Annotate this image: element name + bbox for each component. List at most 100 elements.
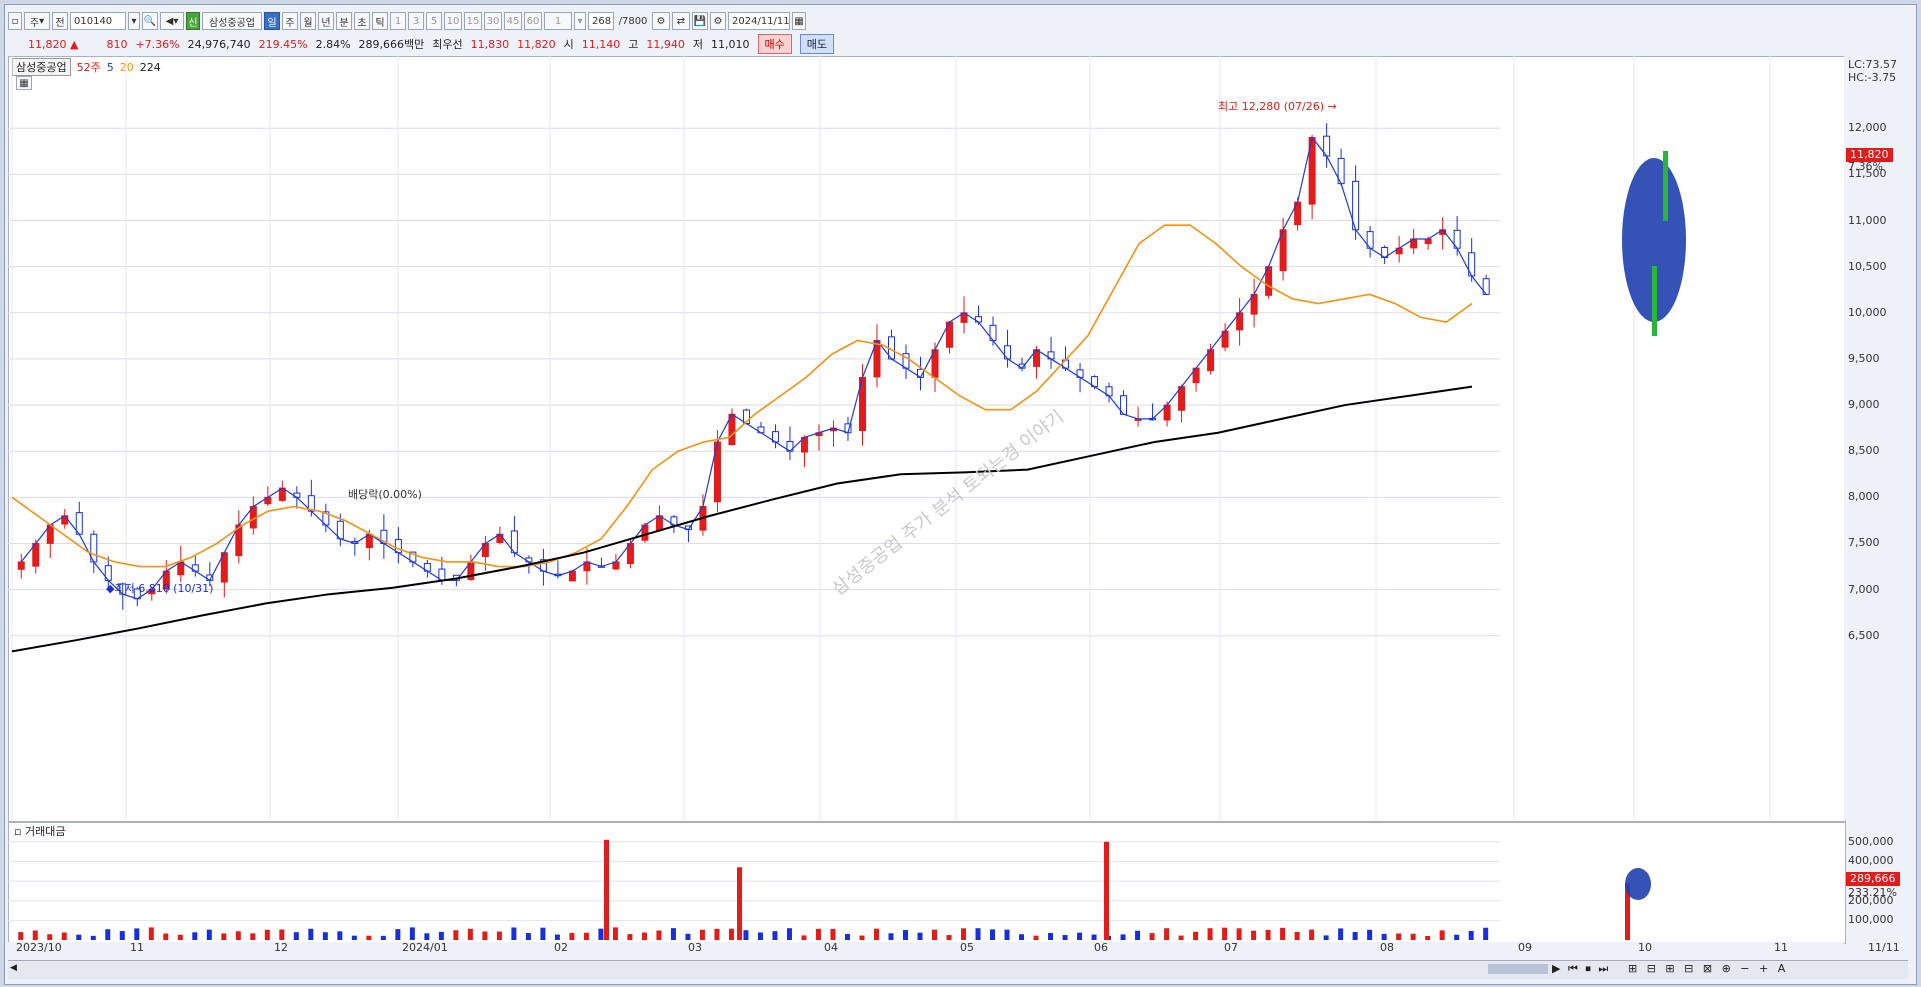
- volume-tick-label: 100,000: [1848, 913, 1894, 927]
- volume-bar: [801, 935, 807, 940]
- scroll-thumb[interactable]: [1488, 964, 1548, 974]
- tab-month[interactable]: 월: [300, 12, 316, 30]
- price-chart-panel[interactable]: [8, 56, 1846, 822]
- volume-bar: [946, 935, 952, 940]
- zoom-controls[interactable]: ⊞ ⊟ ⊞ ⊟ ⊠ ⊕ − + A: [1628, 962, 1789, 975]
- volume-bar: [206, 929, 212, 940]
- volume-bar: [1178, 935, 1184, 940]
- interval-15[interactable]: 15: [464, 12, 482, 30]
- legend-stock-name[interactable]: 삼성중공업: [12, 58, 71, 76]
- search-icon[interactable]: 🔍: [142, 12, 158, 30]
- grid-toggle-icon[interactable]: ▦: [16, 76, 32, 90]
- price-tick-label: 12,000: [1848, 121, 1887, 135]
- volume-bar: [1149, 933, 1155, 940]
- tab-tick[interactable]: 틱: [372, 12, 388, 30]
- date-input[interactable]: 2024/11/11: [728, 12, 790, 30]
- current-price: 11,820 ▲: [28, 37, 79, 51]
- speaker-icon[interactable]: ◀▾: [160, 12, 184, 30]
- count-input[interactable]: 268: [588, 12, 614, 30]
- volume-bar: [1323, 935, 1329, 940]
- volume-tag: 289,666: [1846, 872, 1900, 886]
- interval-input[interactable]: 1: [544, 12, 572, 30]
- price-change-pct: +7.36%: [135, 37, 180, 51]
- link-icon[interactable]: ⇄: [672, 12, 690, 30]
- volume-bar: [990, 929, 996, 940]
- volume-bar: [1280, 927, 1286, 940]
- toolbar: ▫ 주 ▾ 전 010140 ▾ 🔍 ◀▾ 신 삼성중공업 일 주 월 년 분 초…: [8, 10, 1908, 32]
- price-chart-svg: 최고 12,280 (07/26) → ◆최저 6,810 (10/31) 배당락(…: [8, 56, 1771, 820]
- price-tick-label: 11,000: [1848, 213, 1887, 227]
- volume-bar: [32, 930, 38, 940]
- scroll-left-icon[interactable]: ◀: [10, 963, 17, 973]
- volume-bar: [1251, 930, 1257, 940]
- interval-3[interactable]: 3: [408, 12, 424, 30]
- volume-bar: [1048, 932, 1054, 940]
- period-toggle[interactable]: ▫: [8, 12, 22, 30]
- candle-body: [655, 515, 663, 532]
- volume-spike-bar: [737, 867, 742, 940]
- buy-button[interactable]: 매수: [757, 34, 792, 54]
- volume-bar: [1033, 935, 1039, 940]
- stock-code-input[interactable]: 010140: [70, 12, 126, 30]
- chart-scrollbar[interactable]: ◀ ▶ ⏮ ⏹ ⏭ ⊞ ⊟ ⊞ ⊟ ⊠ ⊕ − + A: [8, 960, 1908, 979]
- volume-bar: [177, 934, 183, 940]
- volume-bar: [1483, 927, 1489, 940]
- volume-bar: [1120, 934, 1126, 940]
- pct-tag: 7.36%: [1848, 160, 1883, 173]
- interval-5[interactable]: 5: [426, 12, 442, 30]
- tab-day[interactable]: 일: [264, 12, 280, 30]
- amount: 289,666백만: [358, 38, 425, 51]
- volume-bar: [525, 933, 531, 940]
- volume-bar: [1222, 927, 1228, 940]
- hc-label: HC:-3.75: [1848, 71, 1897, 84]
- tab-year[interactable]: 년: [318, 12, 334, 30]
- volume-bar: [482, 931, 488, 940]
- ma20-line: [11, 224, 1473, 568]
- volume-bar: [627, 934, 633, 940]
- interval-45[interactable]: 45: [504, 12, 522, 30]
- time-tick-label: 02: [554, 941, 568, 954]
- volume-bar: [380, 935, 386, 940]
- volume-bar: [424, 933, 430, 940]
- tab-second[interactable]: 초: [354, 12, 370, 30]
- sell-button[interactable]: 매도: [799, 34, 835, 54]
- calendar-icon[interactable]: ▦: [792, 12, 806, 30]
- market-select[interactable]: 전: [52, 12, 68, 30]
- volume-bar: [1077, 932, 1083, 940]
- volume-panel[interactable]: [8, 822, 1846, 944]
- volume-spike-bar: [1104, 841, 1109, 940]
- volume-pct-tag: 233.21%: [1848, 886, 1897, 899]
- volume-bar: [76, 934, 82, 940]
- interval-60[interactable]: 60: [524, 12, 542, 30]
- volume-bar: [119, 931, 125, 940]
- playback-controls[interactable]: ▶ ⏮ ⏹ ⏭: [1552, 962, 1611, 975]
- gear-icon[interactable]: ⚙: [710, 12, 726, 30]
- tab-minute[interactable]: 분: [336, 12, 352, 30]
- turnover: 2.84%: [315, 37, 351, 51]
- best-ask-label: 최우선: [432, 38, 463, 51]
- time-axis: [8, 942, 1844, 958]
- stock-dropdown[interactable]: ▾: [128, 12, 140, 30]
- volume-bar: [670, 928, 676, 940]
- volume-bar: [1367, 929, 1373, 940]
- save-icon[interactable]: 💾: [692, 12, 708, 30]
- time-tick-label: 06: [1094, 941, 1108, 954]
- price-tick-label: 9,500: [1848, 351, 1880, 365]
- interval-10[interactable]: 10: [444, 12, 462, 30]
- volume-bar: [337, 931, 343, 940]
- dividend-annotation: 배당락(0.00%): [348, 488, 422, 501]
- volume-bar: [830, 928, 836, 940]
- volume-spike-bar: [1625, 883, 1630, 940]
- volume-bar: [409, 927, 415, 940]
- volume-bar: [844, 933, 850, 940]
- tab-week[interactable]: 주: [282, 12, 298, 30]
- volume-bar: [1236, 928, 1242, 940]
- interval-dropdown[interactable]: ▾: [574, 12, 586, 30]
- period-select[interactable]: 주 ▾: [24, 12, 50, 30]
- volume-bar: [583, 932, 589, 940]
- interval-1[interactable]: 1: [390, 12, 406, 30]
- interval-30[interactable]: 30: [484, 12, 502, 30]
- volume-bar: [1468, 930, 1474, 940]
- volume-bar: [699, 929, 705, 940]
- settings-icon-1[interactable]: ⚙: [652, 12, 670, 30]
